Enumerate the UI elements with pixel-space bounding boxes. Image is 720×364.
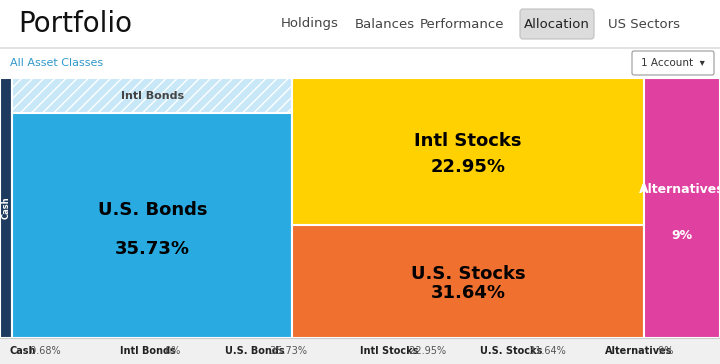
- Text: All Asset Classes: All Asset Classes: [10, 58, 103, 68]
- Bar: [644, 78, 720, 338]
- Text: U.S. Stocks: U.S. Stocks: [410, 265, 526, 282]
- Text: Balances: Balances: [355, 17, 415, 31]
- Text: US Sectors: US Sectors: [608, 17, 680, 31]
- Text: 31.64%: 31.64%: [526, 346, 566, 356]
- Text: Portfolio: Portfolio: [18, 10, 132, 38]
- Text: Performance: Performance: [420, 17, 504, 31]
- Text: Intl Stocks: Intl Stocks: [360, 346, 418, 356]
- Text: 22.95%: 22.95%: [431, 158, 505, 176]
- Bar: [12, 113, 292, 338]
- Bar: [292, 225, 644, 338]
- Text: Alternatives: Alternatives: [639, 183, 720, 196]
- Bar: [0, 338, 720, 364]
- Text: Holdings: Holdings: [281, 17, 339, 31]
- Bar: [292, 78, 644, 225]
- Text: Alternatives: Alternatives: [605, 346, 672, 356]
- Text: Intl Bonds: Intl Bonds: [121, 91, 184, 100]
- Text: 9%: 9%: [655, 346, 674, 356]
- Text: 0.68%: 0.68%: [27, 346, 60, 356]
- Text: 35.73%: 35.73%: [114, 240, 190, 258]
- Text: 9%: 9%: [671, 229, 693, 242]
- Text: Allocation: Allocation: [524, 17, 590, 31]
- Text: Cash: Cash: [1, 197, 11, 219]
- Text: 1 Account  ▾: 1 Account ▾: [641, 58, 705, 68]
- Text: U.S. Bonds: U.S. Bonds: [225, 346, 284, 356]
- Text: 22.95%: 22.95%: [406, 346, 446, 356]
- Text: 35.73%: 35.73%: [267, 346, 307, 356]
- Text: Intl Stocks: Intl Stocks: [414, 132, 522, 150]
- Text: U.S. Bonds: U.S. Bonds: [97, 201, 207, 219]
- FancyBboxPatch shape: [520, 9, 594, 39]
- Bar: [0, 0, 720, 48]
- Text: 31.64%: 31.64%: [431, 284, 505, 302]
- Bar: [12, 78, 292, 113]
- Text: 0%: 0%: [162, 346, 181, 356]
- Bar: [0, 48, 720, 78]
- Text: Cash: Cash: [10, 346, 37, 356]
- Text: Intl Bonds: Intl Bonds: [120, 346, 176, 356]
- FancyBboxPatch shape: [632, 51, 714, 75]
- Bar: [0, 78, 12, 338]
- Text: U.S. Stocks: U.S. Stocks: [480, 346, 542, 356]
